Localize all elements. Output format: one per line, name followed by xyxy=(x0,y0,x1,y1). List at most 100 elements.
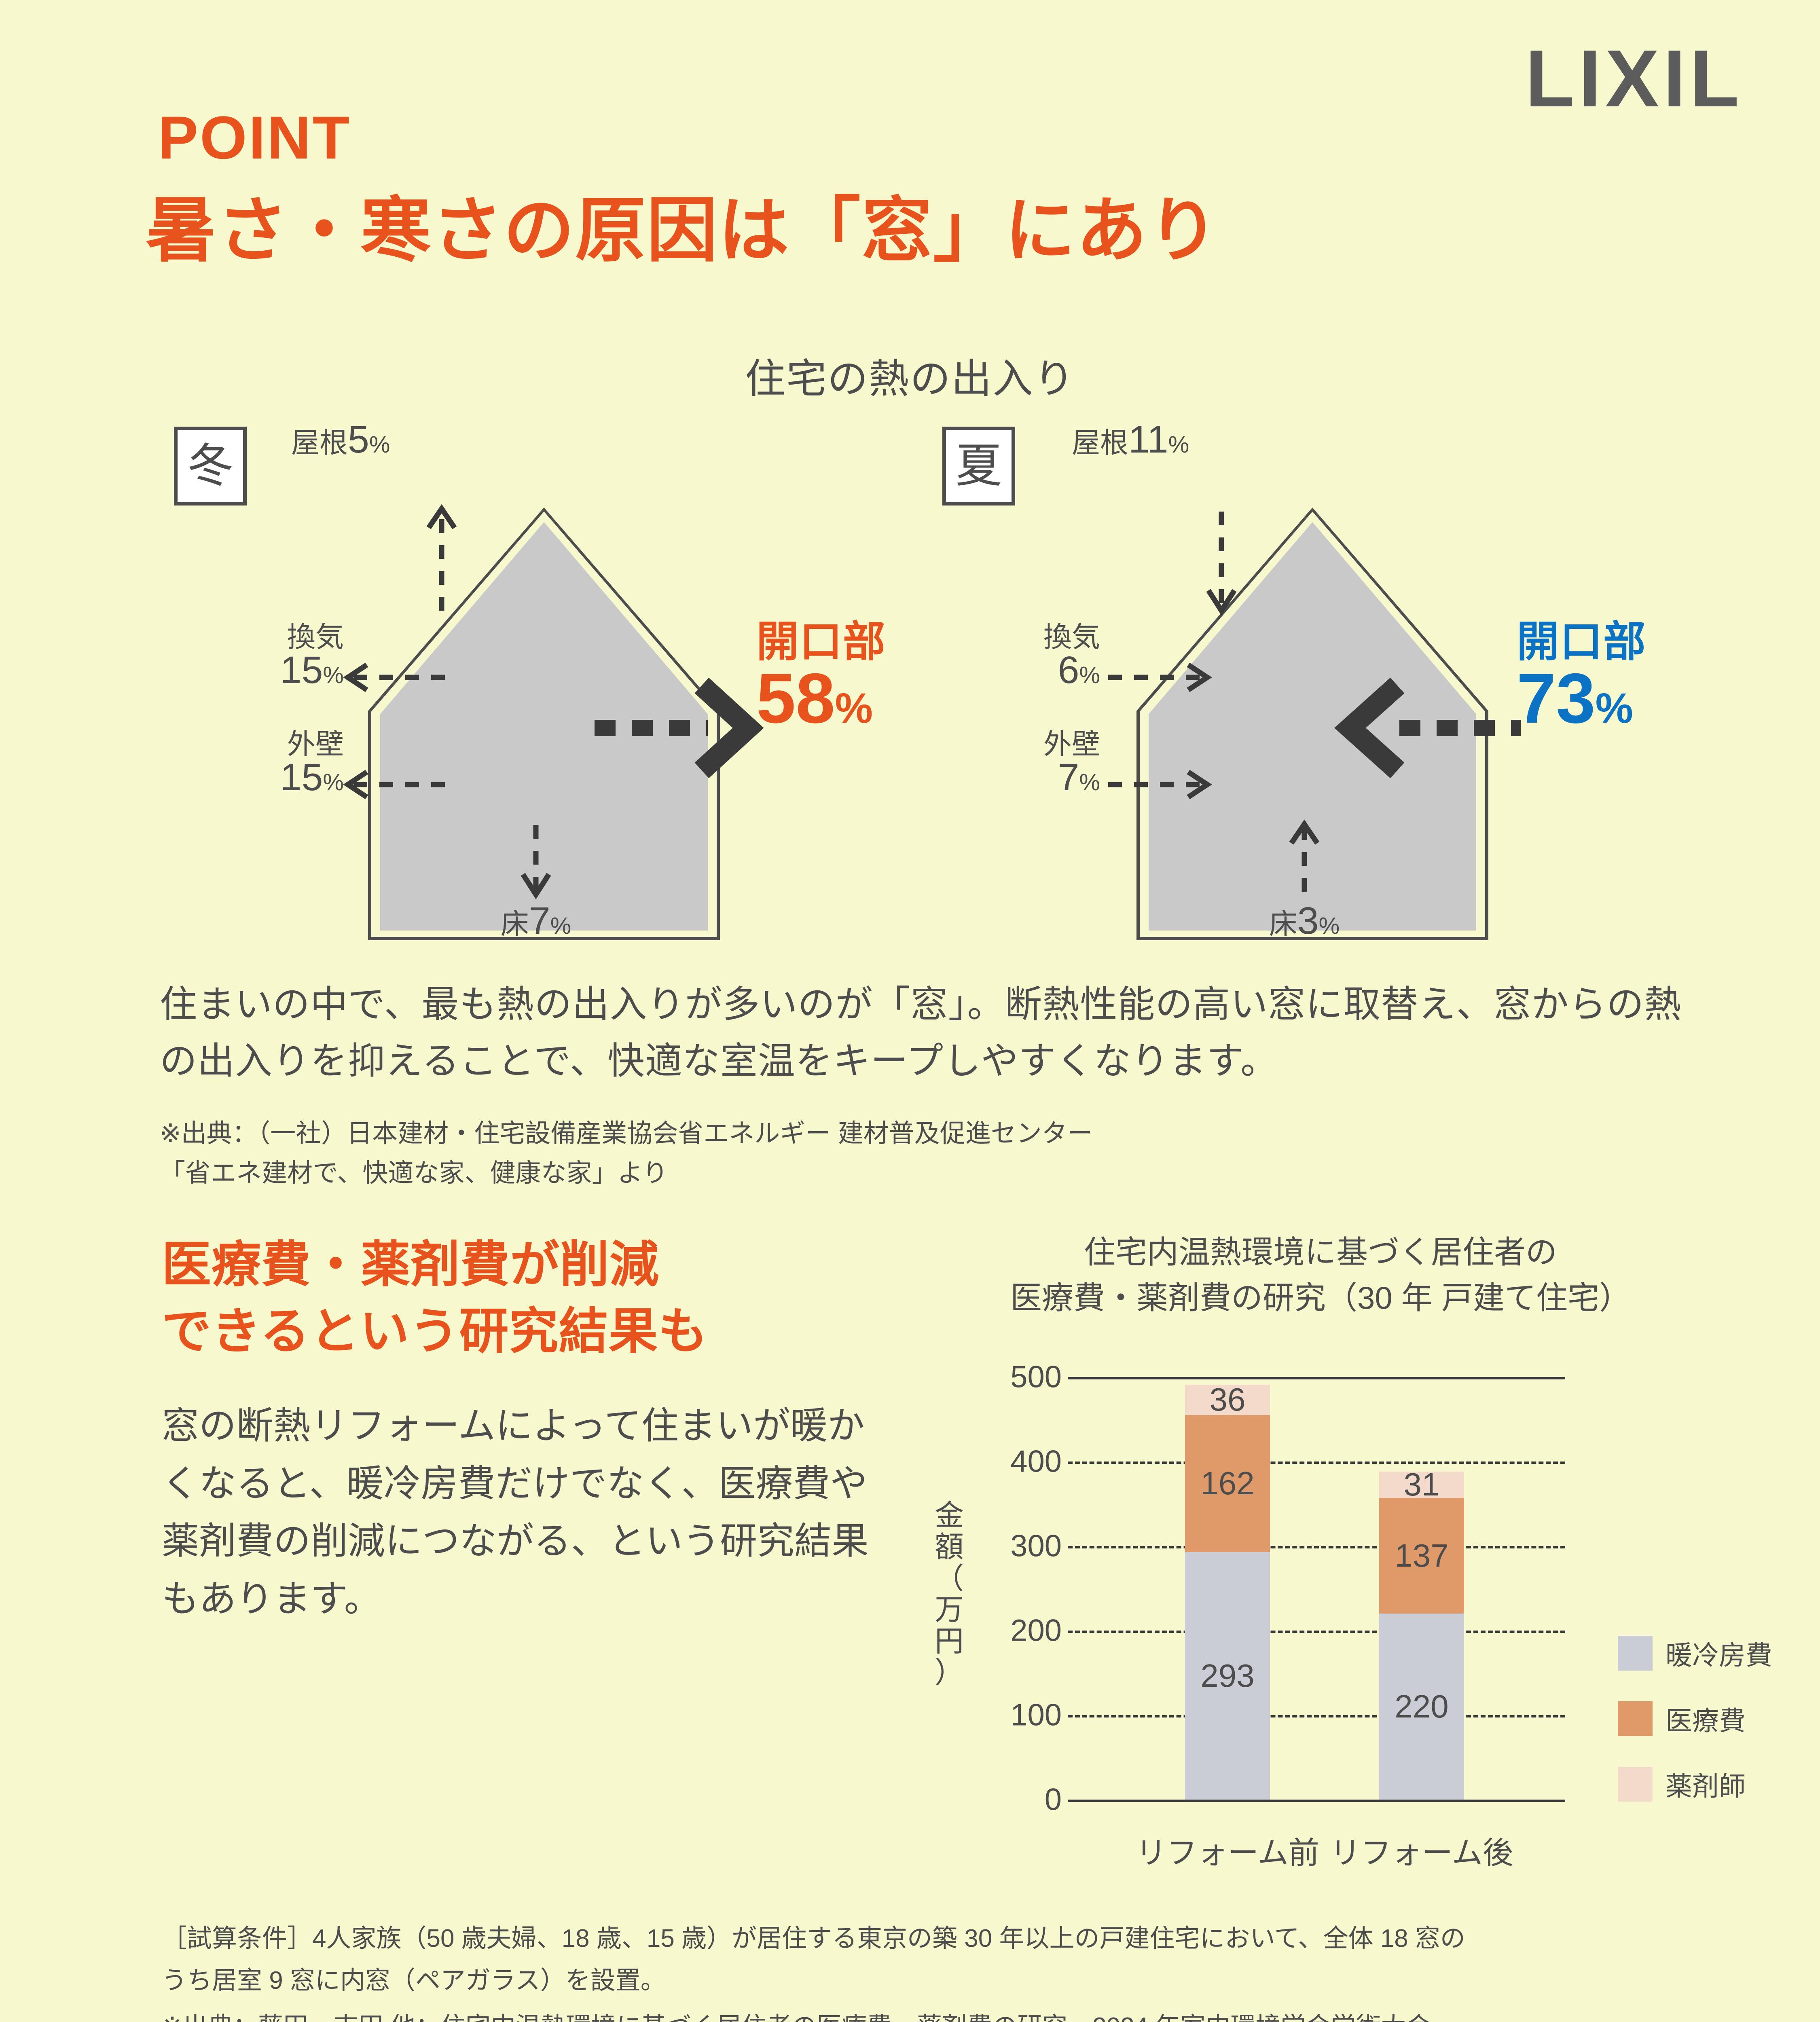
winter-floor-value: 7 xyxy=(529,899,550,942)
summer-floor-label: 床3% xyxy=(1223,902,1385,940)
summer-opening-title: 開口部 xyxy=(1517,618,1647,666)
section2-heading: 医療費・薬剤費が削減 できるという研究結果も xyxy=(162,1231,890,1364)
section2-heading-line2: できるという研究結果も xyxy=(162,1303,708,1359)
chart-title-line2: 医療費・薬剤費の研究（30 年 戸建て住宅） xyxy=(1010,1280,1631,1316)
summer-vent-name: 換気 xyxy=(1043,621,1100,653)
winter-roof-name: 屋根 xyxy=(291,427,348,459)
winter-floor-name: 床 xyxy=(500,908,529,940)
y-axis-tick-label: 500 xyxy=(1010,1360,1062,1394)
y-axis-label-char: 金 xyxy=(934,1500,964,1532)
chart-bar: 31 137 220 xyxy=(1379,1466,1464,1800)
y-axis-label-char: ） xyxy=(934,1656,964,1689)
legend-item: 暖冷房費 xyxy=(1618,1634,1772,1673)
section2-body: 窓の断熱リフォームによって住まいが暖かくなると、暖冷房費だけでなく、医療費や薬剤… xyxy=(162,1405,869,1620)
house-shape-winter xyxy=(368,508,720,940)
legend-item: 医療費 xyxy=(1618,1699,1772,1738)
y-axis-label-char: 万 xyxy=(934,1594,964,1626)
winter-opening-value: 58 xyxy=(756,659,835,738)
summer-roof-value: 11 xyxy=(1128,418,1168,461)
winter-roof-value: 5 xyxy=(348,418,369,461)
point-label: POINT xyxy=(158,104,351,171)
chart-y-axis-label: 金額（万円） xyxy=(927,1500,971,1689)
y-axis-tick-label: 300 xyxy=(1010,1529,1062,1563)
winter-floor-label: 床7% xyxy=(455,902,617,940)
chart-bar: 36 162 293 xyxy=(1185,1381,1270,1800)
season-badge-winter: 冬 xyxy=(174,427,247,506)
winter-opening-unit: % xyxy=(835,685,873,732)
winter-house-diagram: 冬 xyxy=(170,421,918,958)
summer-roof-unit: % xyxy=(1168,431,1189,458)
y-axis-tick-label: 0 xyxy=(1044,1782,1062,1817)
source-note: ※出典：（一社）日本建材・住宅設備産業協会省エネルギー 建材普及促進センター 「… xyxy=(160,1114,1689,1193)
lixil-logo: LIXIL xyxy=(1525,34,1743,124)
section2-heading-line1: 医療費・薬剤費が削減 xyxy=(162,1237,659,1292)
chart-title: 住宅内温熱環境に基づく居住者の 医療費・薬剤費の研究（30 年 戸建て住宅） xyxy=(942,1229,1699,1321)
summer-floor-name: 床 xyxy=(1269,908,1297,940)
winter-opening-callout: 開口部 58% xyxy=(756,621,886,734)
page-title: 暑さ・寒さの原因は「窓」にあり xyxy=(146,191,1219,270)
summer-wall-label: 外壁 7% xyxy=(963,730,1100,797)
chart-title-line1: 住宅内温熱環境に基づく居住者の xyxy=(1084,1234,1557,1270)
chart-gridline xyxy=(1068,1546,1565,1548)
chart-bar-segment: 293 xyxy=(1185,1552,1270,1800)
winter-roof-label: 屋根5% xyxy=(291,421,390,459)
winter-vent-unit: % xyxy=(323,662,344,688)
diagram-subtitle: 住宅の熱の出入り xyxy=(745,356,1075,402)
y-axis-tick-label: 400 xyxy=(1010,1444,1062,1479)
summer-floor-unit: % xyxy=(1318,913,1340,939)
legend-label: 薬剤師 xyxy=(1666,1771,1746,1801)
chart-legend: 暖冷房費医療費薬剤師 xyxy=(1618,1634,1772,1830)
chart-bar-segment: 162 xyxy=(1185,1415,1270,1552)
lead-paragraph: 住まいの中で、最も熱の出入りが多いのが「窓」。断熱性能の高い窓に取替え、窓からの… xyxy=(160,984,1682,1082)
y-axis-label-char: 円 xyxy=(934,1625,964,1658)
footnotes: ［試算条件］4人家族（50 歳夫婦、18 歳、15 歳）が居住する東京の築 30… xyxy=(162,1919,1682,2022)
chart-gridline xyxy=(1068,1462,1565,1464)
source-note-line2: 「省エネ建材で、快適な家、健康な家」より xyxy=(160,1159,668,1187)
winter-wall-value: 15 xyxy=(280,756,323,799)
source-note-line1: ※出典：（一社）日本建材・住宅設備産業協会省エネルギー 建材普及促進センター xyxy=(160,1119,1093,1148)
summer-house-diagram: 夏 xyxy=(938,421,1687,958)
house-fill xyxy=(1149,522,1476,931)
season-badge-summer: 夏 xyxy=(942,427,1015,506)
winter-wall-label: 外壁 15% xyxy=(194,730,344,797)
summer-vent-label: 換気 6% xyxy=(963,623,1100,690)
chart-gridline xyxy=(1068,1800,1565,1802)
summer-opening-value: 73 xyxy=(1517,659,1596,738)
winter-vent-name: 換気 xyxy=(287,621,344,653)
x-axis-tick-label: リフォーム前 xyxy=(1136,1836,1319,1870)
chart-bar-segment: 31 xyxy=(1379,1466,1464,1502)
winter-vent-label: 換気 15% xyxy=(194,623,344,690)
winter-wall-unit: % xyxy=(323,769,344,795)
chart-gridline xyxy=(1068,1715,1565,1717)
legend-swatch xyxy=(1618,1701,1653,1736)
y-axis-tick-label: 200 xyxy=(1010,1613,1062,1648)
y-axis-label-char: （ xyxy=(934,1562,964,1595)
winter-floor-unit: % xyxy=(550,913,571,939)
legend-item: 薬剤師 xyxy=(1618,1765,1772,1804)
chart-plot-area: 0 100 200 300 400 500 36 162 293 リフォーム前 31 137 220 リフ… xyxy=(1010,1360,1565,1870)
winter-opening-title: 開口部 xyxy=(756,618,887,666)
x-axis-tick-label: リフォーム後 xyxy=(1330,1836,1513,1870)
chart-bar-segment: 137 xyxy=(1379,1497,1464,1614)
legend-label: 医療費 xyxy=(1666,1706,1746,1736)
chart-bar-segment: 220 xyxy=(1379,1614,1464,1800)
summer-floor-value: 3 xyxy=(1297,899,1319,942)
summer-opening-unit: % xyxy=(1595,685,1634,732)
legend-label: 暖冷房費 xyxy=(1666,1640,1772,1670)
summer-roof-label: 屋根11% xyxy=(1072,421,1189,459)
medical-cost-bar-chart: 金額（万円） 0 100 200 300 400 500 36 162 293 リフォーム前 31 1… xyxy=(922,1355,1772,1871)
summer-roof-name: 屋根 xyxy=(1072,427,1128,459)
legend-swatch xyxy=(1618,1636,1653,1671)
footnote-line: ※出典：藤田、吉田 他：住宅内温熱環境に基づく居住者の医療費・薬剤費の研究、20… xyxy=(162,2007,1682,2022)
winter-vent-value: 15 xyxy=(280,649,323,692)
summer-vent-value: 6 xyxy=(1058,649,1079,692)
chart-gridline xyxy=(1068,1631,1565,1633)
chart-bar-segment: 36 xyxy=(1185,1381,1270,1417)
house-fill xyxy=(380,522,708,931)
legend-swatch xyxy=(1618,1767,1653,1802)
y-axis-tick-label: 100 xyxy=(1010,1698,1062,1732)
footnote-line: うち居室 9 窓に内窓（ペアガラス）を設置。 xyxy=(162,1966,666,1995)
house-shape-summer xyxy=(1136,508,1488,940)
summer-vent-unit: % xyxy=(1079,662,1100,688)
